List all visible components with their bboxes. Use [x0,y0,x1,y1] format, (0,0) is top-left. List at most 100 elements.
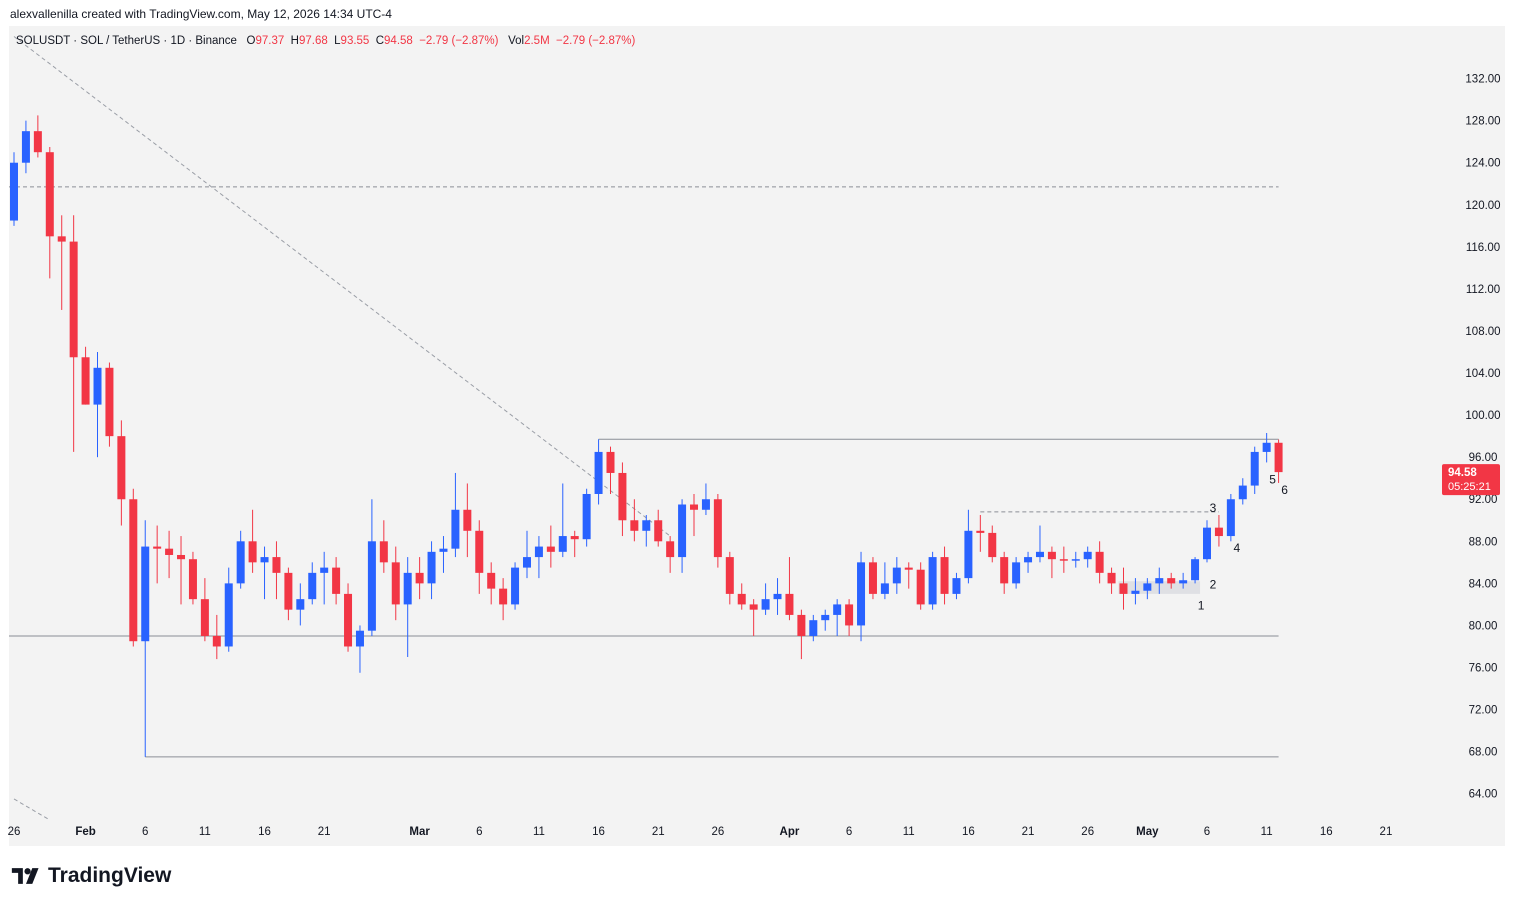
candle-body[interactable] [1083,551,1092,560]
candle-body[interactable] [367,541,376,631]
candle-body[interactable] [1107,572,1116,584]
candle-body[interactable] [177,554,186,560]
wave-count-label[interactable]: 3 [1210,501,1217,515]
candle-body[interactable] [988,532,997,558]
candle-body[interactable] [868,562,877,594]
candle-body[interactable] [141,546,150,642]
candle-body[interactable] [952,578,961,594]
candle-body[interactable] [499,588,508,605]
candle-body[interactable] [224,583,233,647]
candle-body[interactable] [678,504,687,558]
candle-body[interactable] [522,557,531,568]
candle-body[interactable] [892,567,901,584]
tradingview-brand[interactable]: TradingView [10,864,171,888]
candle-body[interactable] [1035,551,1044,558]
candle-body[interactable] [1012,562,1021,584]
candle-body[interactable] [690,504,699,510]
candle-body[interactable] [1214,527,1223,537]
candle-body[interactable] [320,567,329,573]
wave-count-label[interactable]: 5 [1269,472,1276,486]
candle-body[interactable] [857,562,866,626]
candle-body[interactable] [511,567,520,605]
candle-body[interactable] [904,567,913,570]
candle-body[interactable] [248,541,257,563]
candle-body[interactable] [630,520,639,531]
candle-body[interactable] [785,593,794,615]
candle-body[interactable] [415,572,424,584]
candle-body[interactable] [1155,578,1164,584]
candle-body[interactable] [546,546,555,552]
candle-body[interactable] [439,548,448,552]
candle-body[interactable] [880,583,889,594]
candle-body[interactable] [69,241,78,358]
candle-body[interactable] [666,541,675,558]
candle-body[interactable] [713,499,722,558]
candle-body[interactable] [487,572,496,589]
candle-body[interactable] [701,499,710,510]
candle-body[interactable] [1226,499,1235,537]
candle-body[interactable] [964,530,973,579]
candle-body[interactable] [33,131,42,153]
candle-body[interactable] [1262,442,1271,452]
candle-body[interactable] [749,604,758,610]
candle-body[interactable] [1095,551,1104,573]
candle-body[interactable] [129,499,138,642]
candle-body[interactable] [153,546,162,549]
candle-body[interactable] [344,593,353,647]
wave-count-label[interactable]: 2 [1210,578,1217,592]
candle-body[interactable] [761,599,770,610]
candle-body[interactable] [308,572,317,600]
candle-body[interactable] [1179,580,1188,584]
candle-body[interactable] [570,536,579,540]
candle-body[interactable] [1167,578,1176,584]
candle-body[interactable] [165,548,174,555]
candle-body[interactable] [332,567,341,594]
chart-area[interactable] [9,26,1505,846]
candle-body[interactable] [916,569,925,605]
legend-symbol[interactable]: SOLUSDT · SOL / TetherUS · 1D · Binance [16,35,237,47]
candle-body[interactable] [534,546,543,558]
candle-body[interactable] [773,593,782,600]
candle-body[interactable] [1119,583,1128,594]
trend-line[interactable] [13,798,51,821]
candle-body[interactable] [81,357,90,405]
candle-body[interactable] [284,572,293,610]
wave-count-label[interactable]: 1 [1198,599,1205,613]
candle-body[interactable] [928,557,937,605]
candle-body[interactable] [1071,559,1080,561]
candle-body[interactable] [272,557,281,573]
candle-body[interactable] [200,599,209,636]
candle-body[interactable] [1203,527,1211,560]
candle-body[interactable] [188,559,197,600]
candle-body[interactable] [451,509,460,549]
candle-body[interactable] [1274,442,1283,473]
candle-body[interactable] [1143,583,1152,591]
candle-body[interactable] [105,367,114,437]
candle-body[interactable] [260,557,269,563]
candle-body[interactable] [618,472,627,521]
candle-body[interactable] [1000,557,1009,584]
candle-body[interactable] [940,557,949,594]
candle-body[interactable] [10,162,18,221]
candle-body[interactable] [1131,590,1140,594]
trend-line[interactable] [13,36,671,537]
candle-body[interactable] [606,451,615,473]
candle-body[interactable] [737,593,746,605]
candle-body[interactable] [821,614,830,621]
candle-body[interactable] [582,493,591,540]
candle-body[interactable] [475,530,484,573]
candle-body[interactable] [212,635,221,647]
candle-body[interactable] [117,436,126,500]
candle-body[interactable] [1191,559,1200,581]
candle-body[interactable] [976,530,985,533]
candle-body[interactable] [93,367,102,405]
candle-body[interactable] [355,630,364,647]
candle-body[interactable] [725,557,734,594]
candle-body[interactable] [1250,451,1259,486]
candle-body[interactable] [21,131,30,163]
candle-body[interactable] [463,509,472,531]
candle-body[interactable] [296,599,305,610]
candle-body[interactable] [379,541,388,563]
candle-body[interactable] [45,152,54,237]
